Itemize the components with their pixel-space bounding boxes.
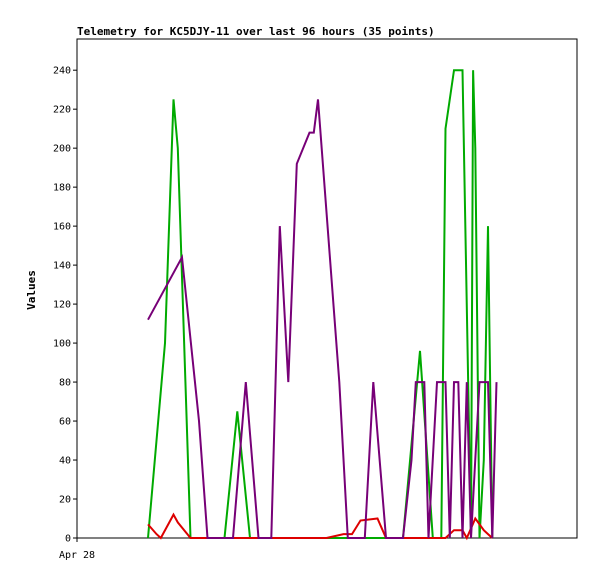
y-tick-label: 160 [53, 222, 71, 233]
y-axis-label: Values [25, 270, 38, 310]
y-axis: 0 20 40 60 80 100 120 140 160 180 200 220 240 [53, 66, 77, 545]
y-tick-label: 40 [59, 456, 71, 467]
x-tick-label: Apr 28 [59, 550, 95, 561]
y-tick-label: 100 [53, 339, 71, 350]
y-tick-label: 180 [53, 183, 71, 194]
y-tick-label: 140 [53, 261, 71, 272]
y-tick-label: 200 [53, 144, 71, 155]
series-line-3 [147, 99, 498, 539]
y-tick-label: 20 [59, 495, 71, 506]
y-tick-label: 80 [59, 378, 71, 389]
y-tick-label: 120 [53, 300, 71, 311]
y-tick-label: 0 [65, 534, 71, 545]
y-tick-label: 240 [53, 66, 71, 77]
x-axis: Apr 28 [59, 538, 95, 561]
plot-frame [76, 38, 578, 539]
chart-title: Telemetry for KC5DJY-11 over last 96 hou… [77, 25, 435, 38]
y-tick-label: 220 [53, 105, 71, 116]
y-tick-label: 60 [59, 417, 71, 428]
series-lines [147, 69, 498, 541]
